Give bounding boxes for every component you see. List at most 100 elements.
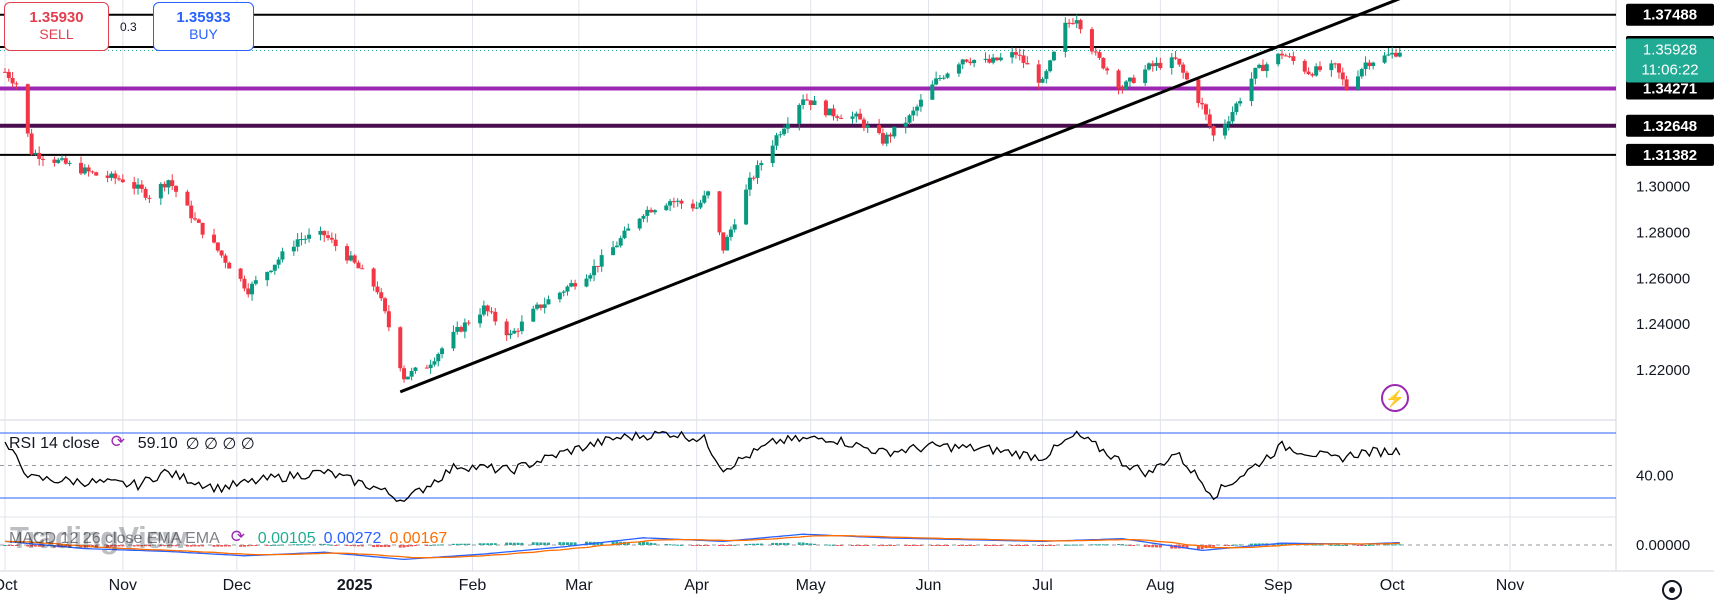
macd-histogram-bar: [1394, 544, 1398, 546]
rsi-legend[interactable]: RSI 14 close 59.10 ∅ ∅ ∅ ∅: [9, 432, 255, 455]
rsi-settings-icon[interactable]: [108, 432, 130, 455]
macd-histogram-bar: [573, 542, 577, 545]
candle-body: [413, 367, 418, 371]
candle-body: [645, 209, 650, 216]
macd-histogram-bar: [216, 545, 220, 547]
macd-settings-icon[interactable]: [228, 527, 250, 550]
candle-body: [839, 117, 844, 119]
candle-body: [219, 250, 224, 256]
candle-body: [1230, 112, 1235, 122]
macd-histogram-bar: [854, 545, 858, 546]
buy-price: 1.35933: [176, 9, 231, 26]
macd-histogram-bar: [1390, 544, 1394, 546]
macd-histogram-bar: [41, 545, 45, 547]
candle-body: [573, 283, 578, 287]
macd-histogram-bar: [569, 542, 573, 545]
candle-body: [1124, 81, 1129, 90]
macd-histogram-bar: [1158, 545, 1162, 548]
macd-histogram-bar: [1014, 545, 1018, 546]
macd-histogram-bar: [201, 545, 205, 547]
candle-body: [915, 106, 920, 111]
candle-body: [1177, 58, 1182, 65]
price-tick-label: 1.22000: [1636, 362, 1690, 379]
candle-body: [1036, 64, 1041, 83]
candle-body: [888, 134, 893, 137]
candle-body: [694, 207, 699, 209]
candle-body: [706, 191, 711, 196]
candle-body: [1333, 63, 1338, 65]
candle-body: [307, 234, 312, 239]
macd-histogram-bar: [911, 545, 915, 546]
candle-body: [785, 123, 790, 129]
macd-histogram-bar: [729, 545, 733, 546]
candle-body: [329, 237, 334, 240]
candle-body: [823, 100, 828, 116]
macd-label: MACD 12 26 close EMA EMA: [9, 530, 220, 547]
macd-histogram-bar: [212, 545, 216, 547]
settings-gear-icon[interactable]: [1662, 580, 1682, 600]
macd-histogram-bar: [299, 544, 303, 546]
candle-body: [1063, 22, 1068, 52]
time-axis-label: Nov: [109, 577, 137, 594]
candle-body: [185, 191, 190, 206]
macd-histogram-bar: [246, 545, 250, 547]
candle-body: [333, 239, 338, 247]
level-price-tag: [1626, 143, 1714, 166]
candle-body: [1306, 71, 1311, 75]
macd-histogram-bar: [706, 545, 710, 546]
macd-histogram-bar: [14, 545, 18, 546]
candle-body: [956, 64, 961, 74]
macd-histogram-bar: [759, 543, 763, 545]
candle-body: [250, 283, 255, 295]
macd-histogram-bar: [1120, 544, 1124, 546]
macd-histogram-bar: [600, 542, 604, 545]
candle-body: [1276, 53, 1281, 65]
macd-histogram-bar: [1284, 543, 1288, 545]
macd-histogram-bar: [64, 545, 68, 548]
candle-body: [272, 264, 277, 271]
candle-body: [303, 238, 308, 240]
macd-histogram-bar: [1101, 544, 1105, 546]
macd-histogram-bar: [33, 545, 37, 547]
candle-body: [1390, 52, 1395, 55]
sell-button[interactable]: 1.35930 SELL: [4, 2, 109, 51]
macd-histogram-bar: [638, 541, 642, 545]
candle-body: [778, 134, 783, 136]
candle-body: [751, 177, 756, 179]
macd-histogram-bar: [372, 545, 376, 548]
macd-histogram-bar: [106, 545, 110, 547]
macd-histogram-bar: [1155, 545, 1159, 548]
macd-histogram-bar: [1147, 545, 1151, 548]
candle-body: [166, 180, 171, 188]
candle-body: [797, 104, 802, 124]
macd-histogram-bar: [37, 545, 41, 547]
macd-histogram-bar: [1212, 545, 1216, 547]
buy-button[interactable]: 1.35933 BUY: [153, 2, 254, 51]
candle-body: [1200, 102, 1205, 105]
macd-histogram-bar: [159, 545, 163, 547]
macd-histogram-bar: [885, 545, 889, 546]
macd-histogram-bar: [227, 545, 231, 547]
trendline[interactable]: [399, 0, 1415, 394]
macd-legend[interactable]: MACD 12 26 close EMA EMA 0.00105 0.00272…: [9, 527, 447, 550]
candle-body: [196, 219, 201, 223]
candle-body: [242, 278, 247, 289]
candle-body: [212, 234, 217, 243]
rsi-line: [4, 430, 1401, 503]
candle-body: [1314, 66, 1319, 76]
macd-histogram-bar: [957, 545, 961, 546]
macd-histogram-bar: [961, 545, 965, 546]
candle-body: [858, 113, 863, 120]
candle-body: [424, 367, 429, 369]
candle-body: [1127, 77, 1132, 82]
macd-histogram-bar: [277, 544, 281, 546]
macd-histogram-bar: [117, 545, 121, 547]
macd-histogram-bar: [908, 545, 912, 546]
candle-body: [877, 125, 882, 134]
time-axis-label: Jul: [1032, 577, 1052, 594]
macd-histogram-bar: [641, 541, 645, 545]
candle-body: [774, 135, 779, 146]
lightning-icon[interactable]: [1381, 384, 1409, 412]
